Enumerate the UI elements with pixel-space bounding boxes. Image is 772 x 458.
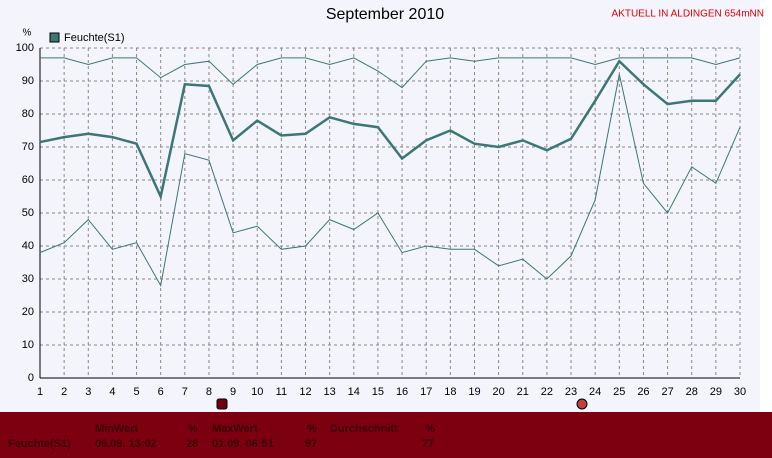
stats-cell: 06.09. 13:02 [95, 438, 157, 450]
line-series [39, 59, 741, 201]
x-tick-label: 22 [541, 386, 553, 398]
marker-icon [216, 398, 228, 410]
x-tick-label: 3 [85, 386, 91, 398]
x-tick-label: 16 [396, 386, 408, 398]
stats-cell: 01.09. 06:51 [212, 438, 274, 450]
x-tick-label: 29 [710, 386, 722, 398]
stats-panel [0, 412, 772, 458]
x-tick-label: 10 [251, 386, 263, 398]
x-tick-label: 18 [444, 386, 456, 398]
stats-header: % [188, 423, 198, 435]
background [0, 0, 760, 412]
x-tick-label: 13 [324, 386, 336, 398]
x-tick-label: 27 [661, 386, 673, 398]
x-tick-label: 9 [230, 386, 236, 398]
y-tick-label: 40 [22, 240, 34, 252]
x-tick-label: 25 [613, 386, 625, 398]
x-tick-label: 7 [182, 386, 188, 398]
stats-header: % [307, 423, 317, 435]
x-tick-label: 17 [420, 386, 432, 398]
x-tick-label: 20 [492, 386, 504, 398]
stats-cell: 28 [186, 438, 198, 450]
legend-label: Feuchte(S1) [64, 32, 125, 44]
x-tick-label: 26 [637, 386, 649, 398]
x-tick-label: 15 [372, 386, 384, 398]
y-tick-label: 10 [22, 339, 34, 351]
x-tick-label: 23 [565, 386, 577, 398]
x-tick-label: 14 [348, 386, 360, 398]
stats-header: % [425, 423, 435, 435]
x-tick-label: 6 [158, 386, 164, 398]
stats-header: Durchschnitt [330, 423, 398, 435]
stats-cell: 97 [305, 438, 317, 450]
y-tick-label: 60 [22, 174, 34, 186]
line-series [39, 74, 741, 288]
x-tick-label: 19 [468, 386, 480, 398]
stats-row-label: Feuchte(S1) [8, 438, 71, 450]
x-tick-label: 24 [589, 386, 601, 398]
y-tick-label: 0 [28, 372, 34, 384]
x-tick-label: 21 [517, 386, 529, 398]
legend-swatch [49, 32, 60, 43]
y-tick-label: 100 [16, 42, 34, 54]
x-tick-label: 28 [686, 386, 698, 398]
x-tick-label: 30 [734, 386, 746, 398]
x-tick-label: 8 [206, 386, 212, 398]
x-tick-label: 2 [61, 386, 67, 398]
stats-header: MinWert [95, 423, 139, 435]
y-tick-label: 50 [22, 207, 34, 219]
line-series [40, 57, 741, 89]
side-strip [760, 0, 772, 412]
x-tick-label: 12 [299, 386, 311, 398]
y-tick-label: 30 [22, 273, 34, 285]
x-tick-label: 1 [37, 386, 43, 398]
annotation: AKTUELL IN ALDINGEN 654mNN [612, 9, 764, 20]
chart-title: September 2010 [326, 6, 444, 23]
x-tick-label: 11 [276, 386, 287, 398]
x-tick-label: 5 [133, 386, 139, 398]
y-axis-label: % [23, 28, 32, 39]
x-tick-label: 4 [109, 386, 115, 398]
stats-cell: 77 [422, 438, 434, 450]
y-tick-label: 90 [22, 75, 34, 87]
y-tick-label: 70 [22, 141, 34, 153]
marker-icon [576, 398, 588, 410]
y-tick-label: 20 [22, 306, 34, 318]
y-tick-label: 80 [22, 108, 34, 120]
stats-header: MaxWert [212, 423, 258, 435]
